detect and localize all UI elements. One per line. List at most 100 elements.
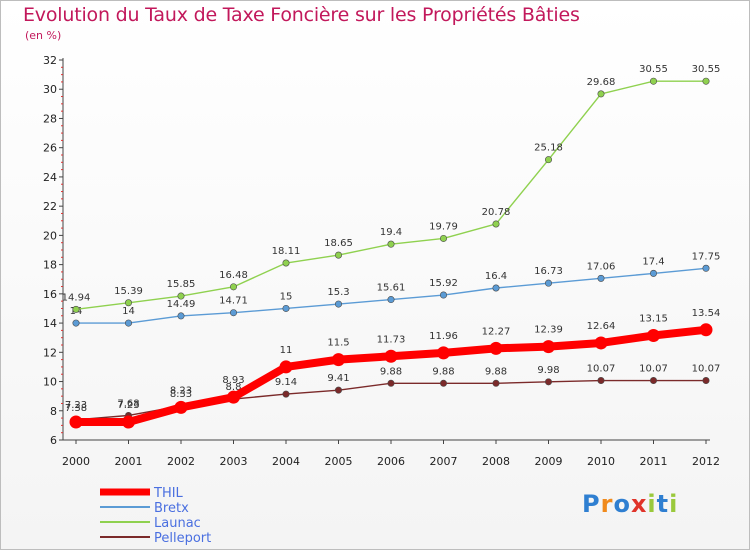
x-tick-label: 2000	[62, 455, 90, 468]
x-tick-label: 2012	[692, 455, 720, 468]
data-label: 9.14	[275, 377, 297, 388]
data-label: 15.61	[377, 283, 406, 294]
legend-item-bretx: Bretx	[100, 501, 189, 516]
data-label: 9.88	[485, 366, 507, 377]
x-tick-label: 2007	[430, 455, 458, 468]
data-point	[542, 340, 555, 354]
data-label: 18.11	[272, 246, 301, 257]
data-point	[69, 415, 83, 429]
data-point	[649, 377, 657, 385]
y-tick-label: 14	[43, 317, 57, 330]
data-point	[597, 90, 605, 98]
x-tick-label: 2009	[535, 455, 563, 468]
data-label: 9.88	[432, 366, 454, 377]
data-label: 30.55	[639, 64, 668, 75]
y-tick-label: 26	[43, 142, 57, 155]
data-point	[702, 377, 710, 385]
data-label: 16.73	[534, 266, 563, 277]
data-point	[544, 378, 552, 386]
data-point	[334, 300, 342, 308]
y-tick-label: 28	[43, 112, 57, 125]
data-label: 17.4	[642, 256, 664, 267]
data-label: 8.93	[222, 375, 244, 386]
data-point	[437, 346, 450, 360]
data-label: 25.18	[534, 143, 563, 154]
legend-item-thil: THIL	[100, 486, 184, 501]
data-point	[702, 77, 710, 85]
x-tick-label: 2006	[377, 455, 405, 468]
data-point	[279, 360, 293, 374]
data-label: 8.33	[170, 389, 192, 400]
data-point	[492, 379, 500, 387]
x-tick-label: 2004	[272, 455, 300, 468]
series-launac: 14.94 15.39 15.85 16.48 18.11 18.65 19.4 19.79 2…	[62, 64, 721, 313]
data-label: 16.48	[219, 270, 248, 281]
data-point	[177, 292, 185, 300]
data-label: 15.39	[114, 286, 143, 297]
data-point	[647, 329, 660, 342]
data-label: 7.68	[117, 398, 139, 409]
data-point	[387, 379, 395, 387]
logo-letter: P	[582, 490, 601, 518]
data-point	[282, 304, 290, 312]
y-tick-label: 20	[43, 229, 57, 242]
data-label: 11.73	[377, 334, 406, 345]
data-label: 17.75	[692, 251, 721, 262]
data-point	[384, 349, 398, 363]
data-label: 17.06	[587, 261, 616, 272]
data-label: 8.23	[170, 385, 192, 396]
data-label: 30.55	[692, 64, 721, 75]
data-label: 14	[122, 306, 135, 317]
series-bretx: 141414.4914.711515.315.6115.9216.416.731…	[70, 251, 721, 327]
data-label: 9.88	[380, 366, 402, 377]
data-point	[492, 284, 500, 292]
data-point	[125, 299, 133, 307]
data-point	[387, 296, 395, 304]
data-point	[702, 264, 710, 272]
series-thil: 7.23 7.23 8.23 8.93 11 11.5 11.73 11.96 12.27 12.…	[65, 308, 720, 429]
data-label: 7.38	[65, 403, 87, 414]
logo-letter: r	[600, 490, 614, 518]
y-tick-label: 24	[43, 171, 57, 184]
data-point	[334, 251, 342, 259]
chart-title: Evolution du Taux de Taxe Foncière sur l…	[23, 4, 580, 26]
data-point	[174, 400, 188, 414]
data-point	[122, 415, 135, 429]
data-label: 16.4	[485, 271, 507, 282]
data-label: 18.65	[324, 238, 353, 249]
data-label: 20.78	[482, 207, 511, 218]
data-label: 15.85	[167, 279, 196, 290]
data-label: 7.23	[65, 400, 87, 411]
data-point	[597, 377, 605, 385]
data-point	[387, 240, 395, 248]
legend-item-launac: Launac	[100, 516, 201, 531]
series-layer: 7.38 7.68 8.33 8.8 9.14 9.41 9.88 9.88 9.88 9.98 1…	[62, 64, 721, 429]
y-tick-label: 6	[50, 434, 57, 447]
data-label: 8.8	[226, 382, 242, 393]
y-tick-label: 8	[50, 405, 57, 418]
proxiti-logo: Proxiti	[582, 490, 678, 518]
data-label: 12.64	[587, 321, 616, 332]
data-point	[594, 336, 608, 350]
x-tick-label: 2005	[325, 455, 353, 468]
data-label: 7.23	[117, 400, 139, 411]
data-point	[282, 390, 290, 398]
data-point	[492, 220, 500, 228]
data-label: 19.79	[429, 221, 458, 232]
x-tick-label: 2008	[482, 455, 510, 468]
y-tick-label: 22	[43, 200, 57, 213]
data-point	[544, 156, 552, 164]
data-point	[282, 259, 290, 267]
y-tick-label: 16	[43, 288, 57, 301]
x-tick-label: 2003	[220, 455, 248, 468]
data-label: 14.71	[219, 296, 248, 307]
data-label: 14.94	[62, 292, 91, 303]
data-label: 11.96	[429, 331, 458, 342]
data-label: 15.92	[429, 278, 458, 289]
data-point	[334, 386, 342, 394]
data-point	[439, 291, 447, 299]
series-line	[75, 267, 707, 324]
legend-item-pelleport: Pelleport	[100, 531, 211, 546]
